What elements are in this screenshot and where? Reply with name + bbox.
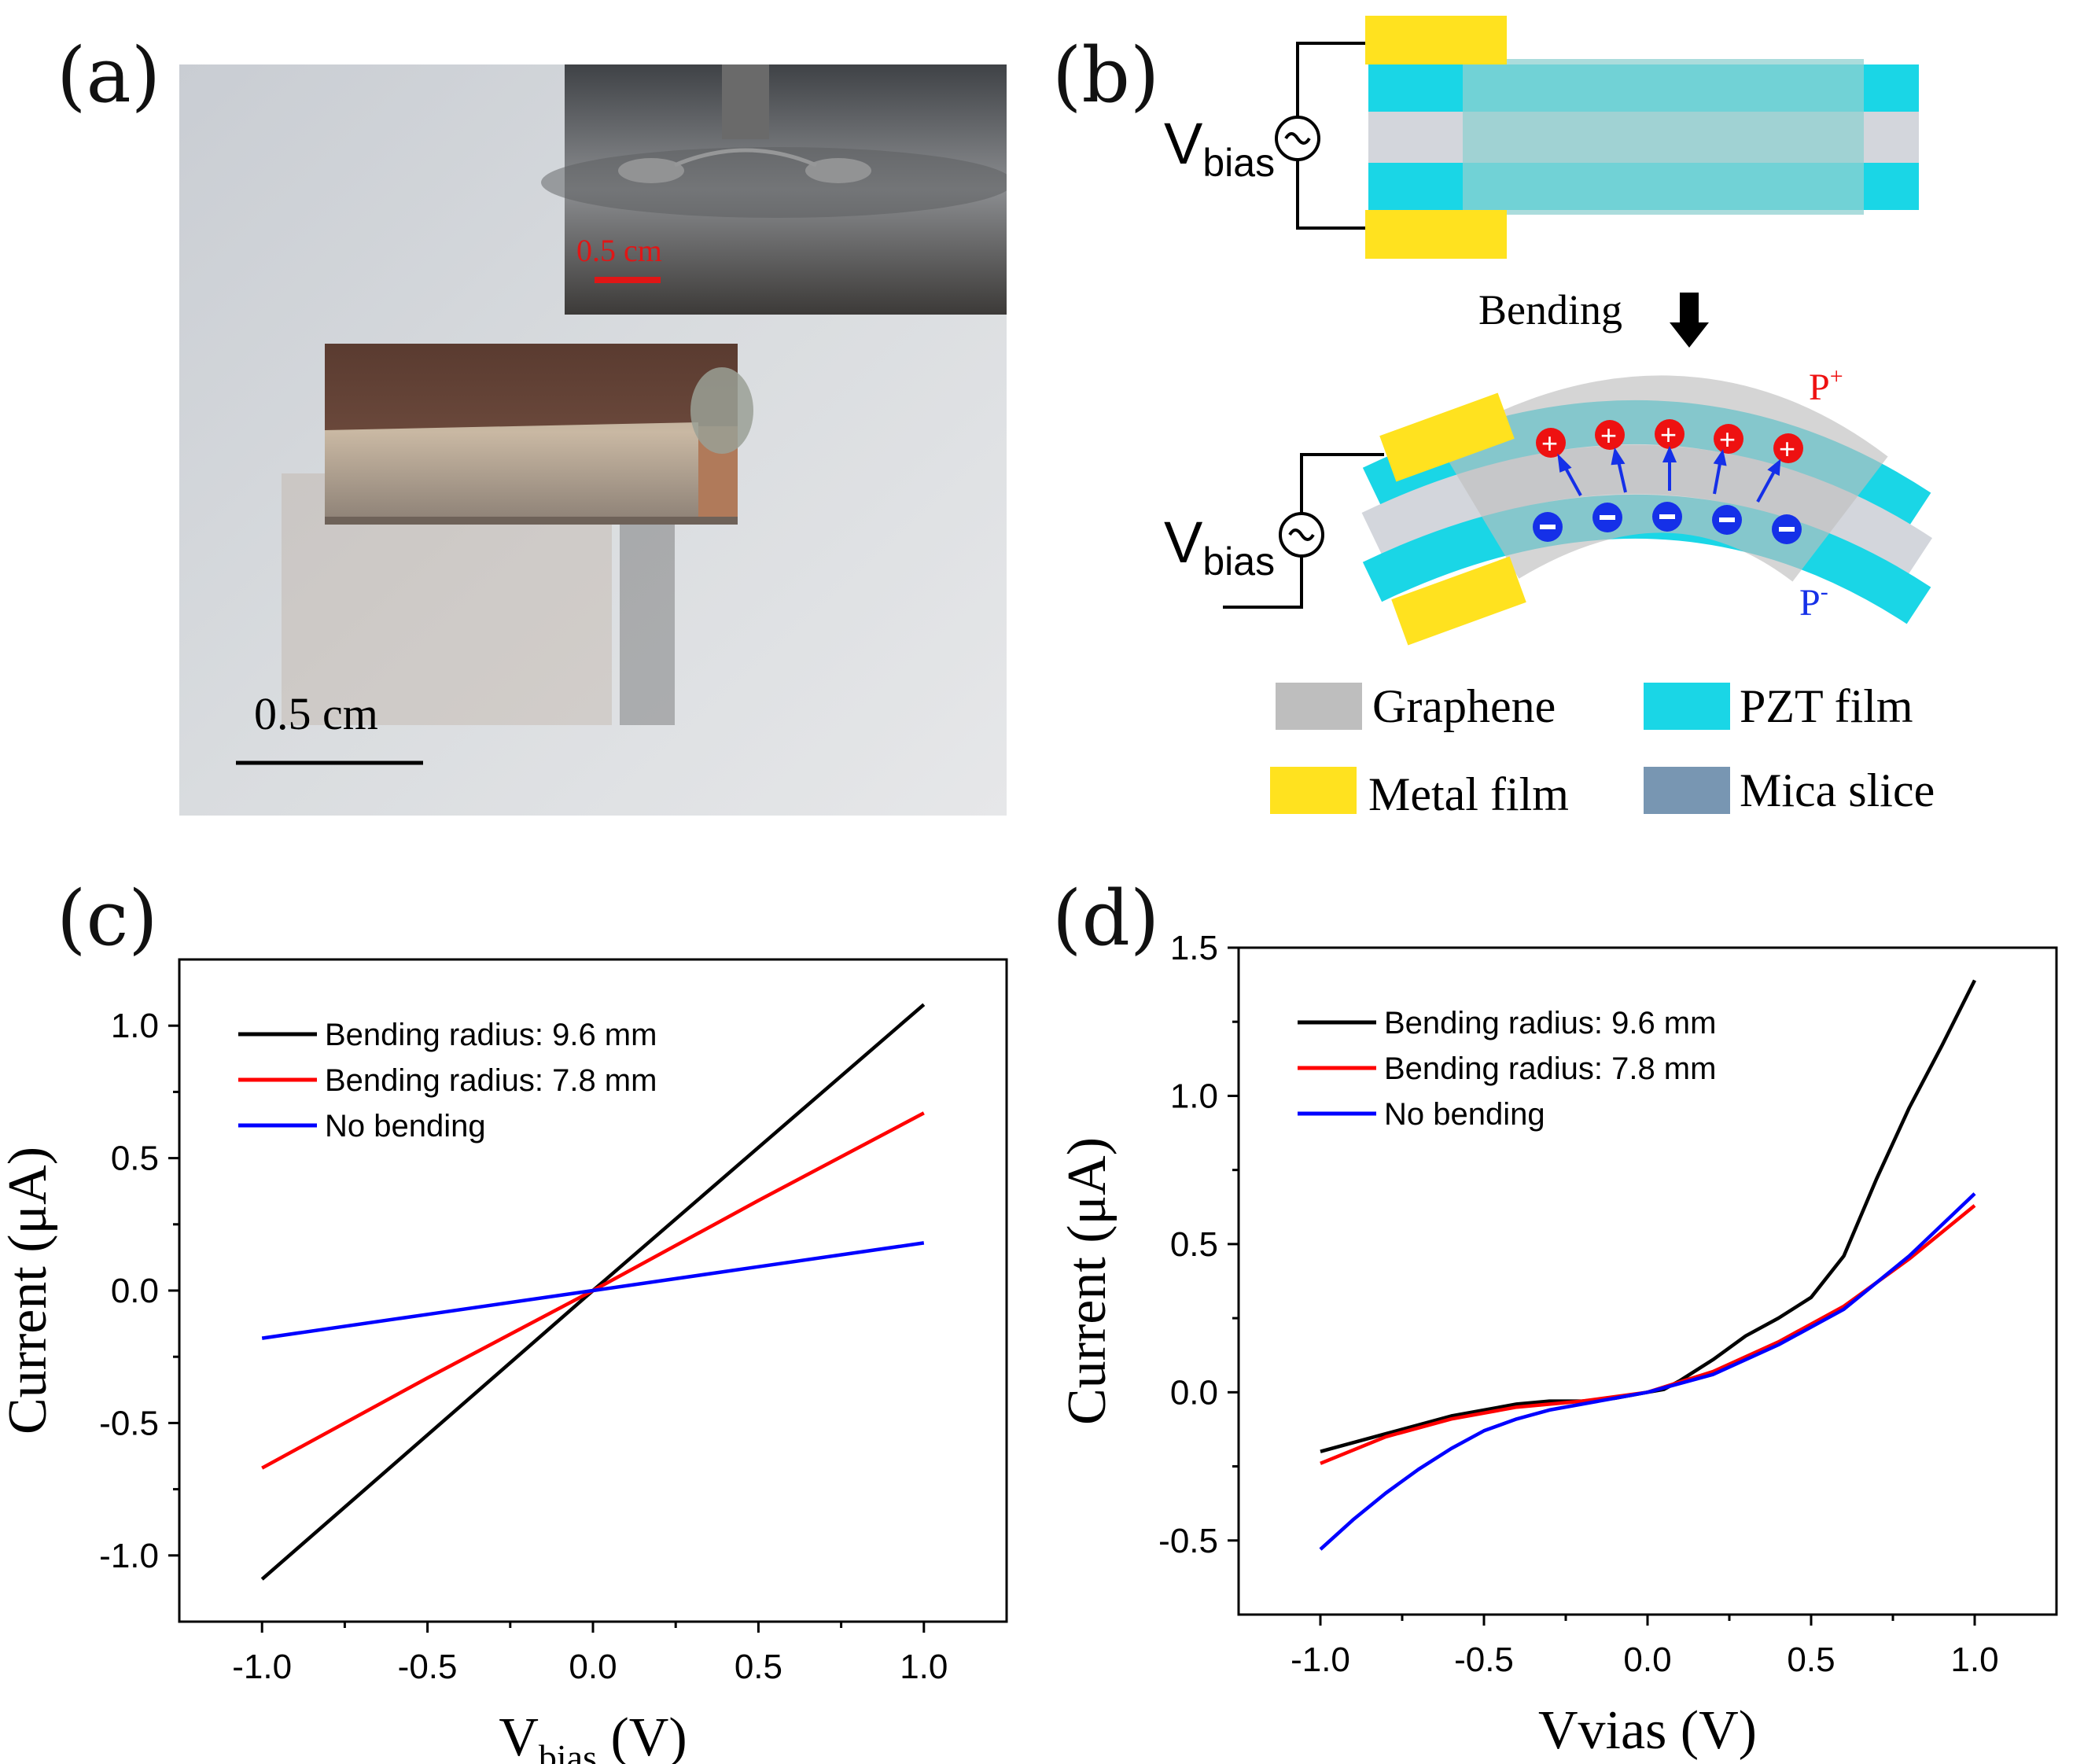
x-axis-label: Vbias (V) xyxy=(499,1707,687,1764)
x-tick-label: -1.0 xyxy=(232,1648,292,1686)
polarization-arrows xyxy=(1557,445,1781,503)
legend-metal: Metal film xyxy=(1368,768,1569,820)
panel-label-a: (a) xyxy=(57,31,161,120)
x-tick-label: 0.0 xyxy=(569,1648,617,1686)
series-line-2 xyxy=(261,1241,925,1340)
bending-label: Bending xyxy=(1478,286,1622,333)
svg-text:+: + xyxy=(1719,423,1736,455)
legend-label-2: No bending xyxy=(325,1109,486,1143)
negative-charges xyxy=(1533,502,1802,544)
svg-text:+: + xyxy=(1660,418,1677,451)
y-tick-label: 0.0 xyxy=(111,1272,159,1310)
x-tick-label: -1.0 xyxy=(1291,1641,1350,1679)
y-axis-label: Current (μA) xyxy=(0,1147,58,1434)
bent-metal-top xyxy=(1379,392,1515,482)
x-tick-label: -0.5 xyxy=(1454,1641,1514,1679)
svg-text:+: + xyxy=(1600,419,1617,451)
legend-label-0: Bending radius: 9.6 mm xyxy=(325,1018,657,1052)
y-tick-label: 1.0 xyxy=(1170,1077,1218,1115)
p-plus-label: P+ xyxy=(1809,363,1843,408)
positive-charges: + + + + + xyxy=(1536,418,1803,465)
flat-circuit xyxy=(1275,42,1365,230)
y-tick-label: 0.5 xyxy=(1170,1225,1218,1264)
legend-mica: Mica slice xyxy=(1740,764,1935,816)
legend-pzt: PZT film xyxy=(1740,680,1913,732)
y-axis-label: Current (μA) xyxy=(1057,1137,1117,1425)
svg-text:+: + xyxy=(1779,433,1795,465)
flat-device xyxy=(1365,16,1919,259)
bent-circuit xyxy=(1223,453,1384,609)
device-photo: 0.5 cm 0.5 cm xyxy=(179,64,1007,816)
bending-arrow-icon xyxy=(1670,293,1709,348)
y-tick-label: -1.0 xyxy=(99,1537,159,1575)
x-tick-label: -0.5 xyxy=(398,1648,458,1686)
material-legend: Graphene PZT film Metal film Mica slice xyxy=(1270,680,1935,820)
vbias-label-bottom: Vbias xyxy=(1164,510,1275,584)
iv-chart-d: -1.0 -0.5 0.0 0.5 1.0 -0.5 0.0 0.5 1.0 1.5 Vvias (… xyxy=(1057,929,2058,1761)
legend-label-0: Bending radius: 9.6 mm xyxy=(1384,1006,1716,1040)
y-tick-label: 0.5 xyxy=(111,1140,159,1178)
scale-bar-label: 0.5 cm xyxy=(254,688,378,739)
legend-label-1: Bending radius: 7.8 mm xyxy=(325,1063,657,1098)
x-axis-label: Vvias (V) xyxy=(1538,1700,1757,1761)
x-tick-label: 0.0 xyxy=(1623,1641,1671,1679)
inset-photo: 0.5 cm xyxy=(541,64,1007,315)
y-tick-label: -0.5 xyxy=(1158,1522,1218,1560)
x-tick-label: 1.0 xyxy=(900,1648,948,1686)
device-sample xyxy=(325,344,753,525)
device-schematic: Vbias Bending Vbias + + + + + xyxy=(1164,16,1935,820)
y-tick-label: -0.5 xyxy=(99,1404,159,1442)
series-line-2 xyxy=(1319,1192,1976,1551)
panel-label-d: (d) xyxy=(1052,875,1160,963)
legend-label-2: No bending xyxy=(1384,1097,1545,1132)
legend-label-1: Bending radius: 7.8 mm xyxy=(1384,1051,1716,1086)
panel-label-b: (b) xyxy=(1052,31,1160,120)
legend-graphene: Graphene xyxy=(1372,680,1556,732)
y-tick-label: 1.5 xyxy=(1170,929,1218,967)
panel-label-c: (c) xyxy=(57,875,158,963)
iv-chart-c: -1.0 -0.5 0.0 0.5 1.0 -1.0 -0.5 0.0 0.5 1.0 Vbias … xyxy=(0,958,1008,1764)
x-tick-label: 1.0 xyxy=(1950,1641,1998,1679)
y-tick-label: 0.0 xyxy=(1170,1373,1218,1412)
svg-text:+: + xyxy=(1541,427,1558,459)
vbias-label-top: Vbias xyxy=(1164,111,1275,185)
bent-metal-bottom xyxy=(1391,556,1526,646)
inset-scale-label: 0.5 cm xyxy=(576,233,662,268)
x-tick-label: 0.5 xyxy=(735,1648,782,1686)
y-tick-label: 1.0 xyxy=(111,1007,159,1045)
x-tick-label: 0.5 xyxy=(1787,1641,1835,1679)
p-minus-label: P- xyxy=(1799,579,1828,624)
